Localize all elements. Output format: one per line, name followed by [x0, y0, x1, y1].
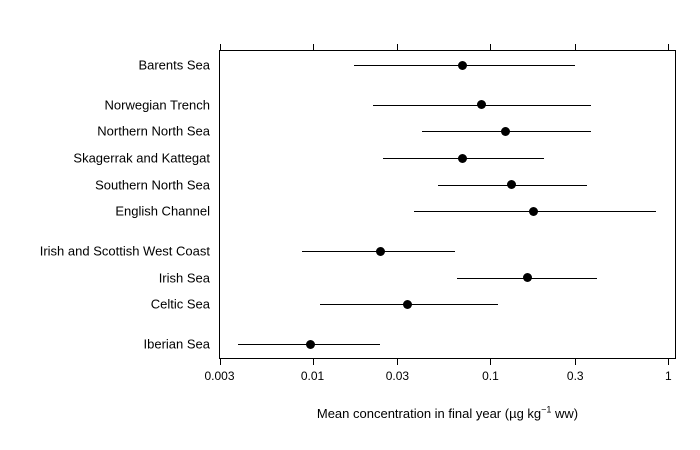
y-axis-label: Irish and Scottish West Coast	[39, 243, 210, 259]
x-tick-bottom	[575, 359, 577, 365]
data-point	[506, 180, 516, 190]
y-axis-label: Celtic Sea	[150, 296, 210, 312]
x-tick-bottom	[397, 359, 399, 365]
x-tick-top	[219, 44, 221, 50]
y-axis-label: English Channel	[115, 203, 210, 219]
x-tick-top	[397, 44, 399, 50]
data-point	[402, 299, 412, 309]
x-tick-top	[668, 44, 670, 50]
y-axis-label: Barents Sea	[138, 57, 210, 73]
x-tick-label: 0.01	[300, 369, 325, 383]
x-tick-bottom	[668, 359, 670, 365]
x-tick-label: 0.03	[385, 369, 410, 383]
x-tick-label: 0.3	[566, 369, 584, 383]
x-axis-title-suffix: ww)	[551, 406, 579, 421]
data-point	[375, 246, 385, 256]
data-point	[522, 273, 532, 283]
y-axis-label: Southern North Sea	[95, 177, 210, 193]
y-axis-label: Iberian Sea	[143, 336, 211, 352]
x-tick-top	[575, 44, 577, 50]
plot-area	[219, 50, 676, 359]
x-tick-label: 0.003	[204, 369, 235, 383]
y-axis-label: Northern North Sea	[97, 123, 210, 139]
x-axis-title: Mean concentration in final year (µg kg−…	[316, 404, 579, 421]
data-point	[458, 153, 468, 163]
data-point	[458, 60, 468, 70]
data-point	[305, 339, 315, 349]
x-axis-title-text: Mean concentration in final year (µg kg	[316, 406, 542, 421]
x-tick-bottom	[312, 359, 314, 365]
data-point	[476, 100, 486, 110]
data-point	[500, 126, 510, 136]
y-axis-label: Skagerrak and Kattegat	[73, 150, 210, 166]
x-tick-label: 1	[664, 369, 672, 383]
y-axis-label: Norwegian Trench	[104, 97, 211, 113]
x-tick-bottom	[490, 359, 492, 365]
x-tick-top	[312, 44, 314, 50]
x-axis-title-superscript: −1	[541, 404, 552, 415]
x-tick-top	[490, 44, 492, 50]
data-point	[528, 206, 538, 216]
x-tick-bottom	[219, 359, 221, 365]
x-tick-label: 0.1	[482, 369, 499, 383]
y-axis-label: Irish Sea	[158, 270, 210, 286]
